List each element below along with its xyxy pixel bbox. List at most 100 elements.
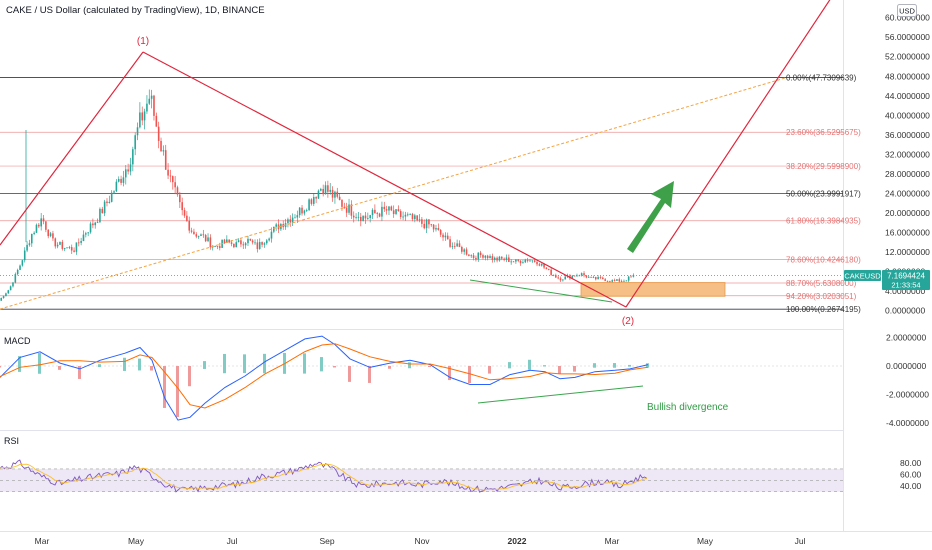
- rsi-line: [0, 459, 648, 493]
- macd-histogram-bar: [333, 366, 336, 368]
- macd-histogram-bar: [488, 366, 491, 374]
- candle-body: [362, 215, 364, 222]
- macd-histogram-bar: [528, 359, 531, 370]
- fib-level-label: 23.60%(36.5295675): [786, 128, 861, 137]
- candle-body: [73, 250, 75, 252]
- candle-body: [139, 112, 141, 128]
- candle-body: [479, 252, 482, 256]
- bullish-arrow[interactable]: [627, 181, 674, 253]
- wave-line[interactable]: [142, 51, 627, 308]
- macd-histogram-bar: [0, 366, 1, 368]
- candle-body: [432, 224, 435, 230]
- candle-body: [296, 215, 299, 218]
- candle-body: [529, 260, 531, 262]
- macd-histogram-bar: [348, 366, 351, 382]
- drawings[interactable]: [0, 0, 843, 404]
- candle-body: [268, 238, 270, 241]
- rsi-axis-tick: 60.00: [900, 470, 922, 480]
- candle-body: [623, 280, 625, 282]
- symbol-badge: [844, 270, 881, 281]
- candle-body: [512, 261, 515, 263]
- candle-body: [486, 255, 489, 259]
- candle-body: [552, 274, 555, 276]
- candle-body: [108, 201, 111, 203]
- signal-line: [0, 343, 649, 409]
- candle-body: [592, 276, 595, 278]
- candle-body: [70, 247, 73, 251]
- candle-body: [164, 150, 167, 170]
- chart-title: CAKE / US Dollar (calculated by TradingV…: [6, 5, 265, 16]
- price-axis-tick: 48.0000000: [885, 71, 930, 81]
- macd-histogram-bar: [303, 353, 306, 374]
- candle-body: [536, 261, 538, 265]
- candle-body: [350, 204, 353, 216]
- candle-body: [294, 217, 296, 219]
- candle-body: [162, 150, 165, 152]
- candle-body: [585, 275, 588, 278]
- price-axis-tick: 56.0000000: [885, 32, 930, 42]
- time-axis-tick: Jul: [227, 536, 238, 546]
- candle-body: [602, 277, 604, 280]
- candle-body: [352, 215, 355, 218]
- macd-histogram-bar: [468, 366, 471, 384]
- candle-body: [179, 194, 181, 203]
- candle-body: [468, 254, 470, 256]
- candle-body: [557, 277, 559, 279]
- candle-body: [120, 178, 122, 183]
- candle-body: [122, 177, 125, 183]
- macd-histogram-bar: [646, 363, 649, 368]
- price-divergence-line[interactable]: [469, 279, 613, 303]
- candle-body: [428, 219, 430, 225]
- candle-body: [550, 269, 552, 275]
- orange-trendline[interactable]: [0, 77, 787, 310]
- candle-body: [498, 256, 501, 261]
- candle-body: [23, 250, 26, 261]
- candle-body: [33, 232, 35, 234]
- candle-body: [103, 201, 106, 214]
- candle-body: [444, 235, 447, 238]
- candle-body: [543, 263, 545, 268]
- fib-level-label: 94.20%(3.0203051): [786, 292, 857, 301]
- candle-body: [616, 279, 618, 281]
- currency-button[interactable]: USD: [897, 4, 917, 17]
- wave-line[interactable]: [625, 0, 843, 308]
- symbol-label: CAKEUSD: [844, 272, 881, 281]
- candle-body: [82, 234, 85, 242]
- candle-body: [242, 244, 245, 246]
- candle-body: [576, 275, 578, 277]
- candle-body: [143, 111, 146, 121]
- time-axis-tick: Jul: [795, 536, 806, 546]
- fibonacci-retracement[interactable]: 0.00%(47.7309639) 23.60%(36.5295675) 38.20…: [0, 74, 861, 315]
- fib-level-label: 88.70%(5.6308000): [786, 279, 857, 288]
- candle-body: [564, 276, 567, 280]
- candle-body: [235, 242, 238, 248]
- candle-body: [482, 255, 484, 258]
- wave-1-label: (1): [137, 36, 149, 47]
- rsi-ma-line: [0, 463, 647, 491]
- wave-line[interactable]: [0, 51, 144, 246]
- macd-axis-tick: -4.0000000: [886, 418, 929, 428]
- candle-body: [458, 243, 461, 247]
- macd-divergence-line[interactable]: [477, 385, 644, 404]
- candle-body: [132, 149, 134, 165]
- candle-body: [348, 204, 350, 213]
- target-zone-box[interactable]: [580, 282, 726, 297]
- price-axis-tick: 44.0000000: [885, 91, 930, 101]
- price-badge: [882, 270, 930, 290]
- candle-body: [265, 240, 268, 244]
- price-axis-tick: 12.0000000: [885, 247, 930, 257]
- fib-level-label: 38.20%(29.5998900): [786, 162, 861, 171]
- macd-histogram-bar: [176, 366, 179, 417]
- price-label: 7.1694424: [887, 272, 925, 281]
- candle-body: [508, 257, 510, 262]
- candle-body: [604, 279, 606, 281]
- candle-body: [42, 218, 45, 222]
- candle-body: [28, 243, 31, 245]
- candle-body: [77, 242, 80, 244]
- candle-body: [376, 213, 379, 214]
- candle-body: [174, 182, 176, 188]
- candle-body: [435, 228, 437, 230]
- candle-body: [146, 103, 148, 112]
- candle-body: [522, 262, 524, 264]
